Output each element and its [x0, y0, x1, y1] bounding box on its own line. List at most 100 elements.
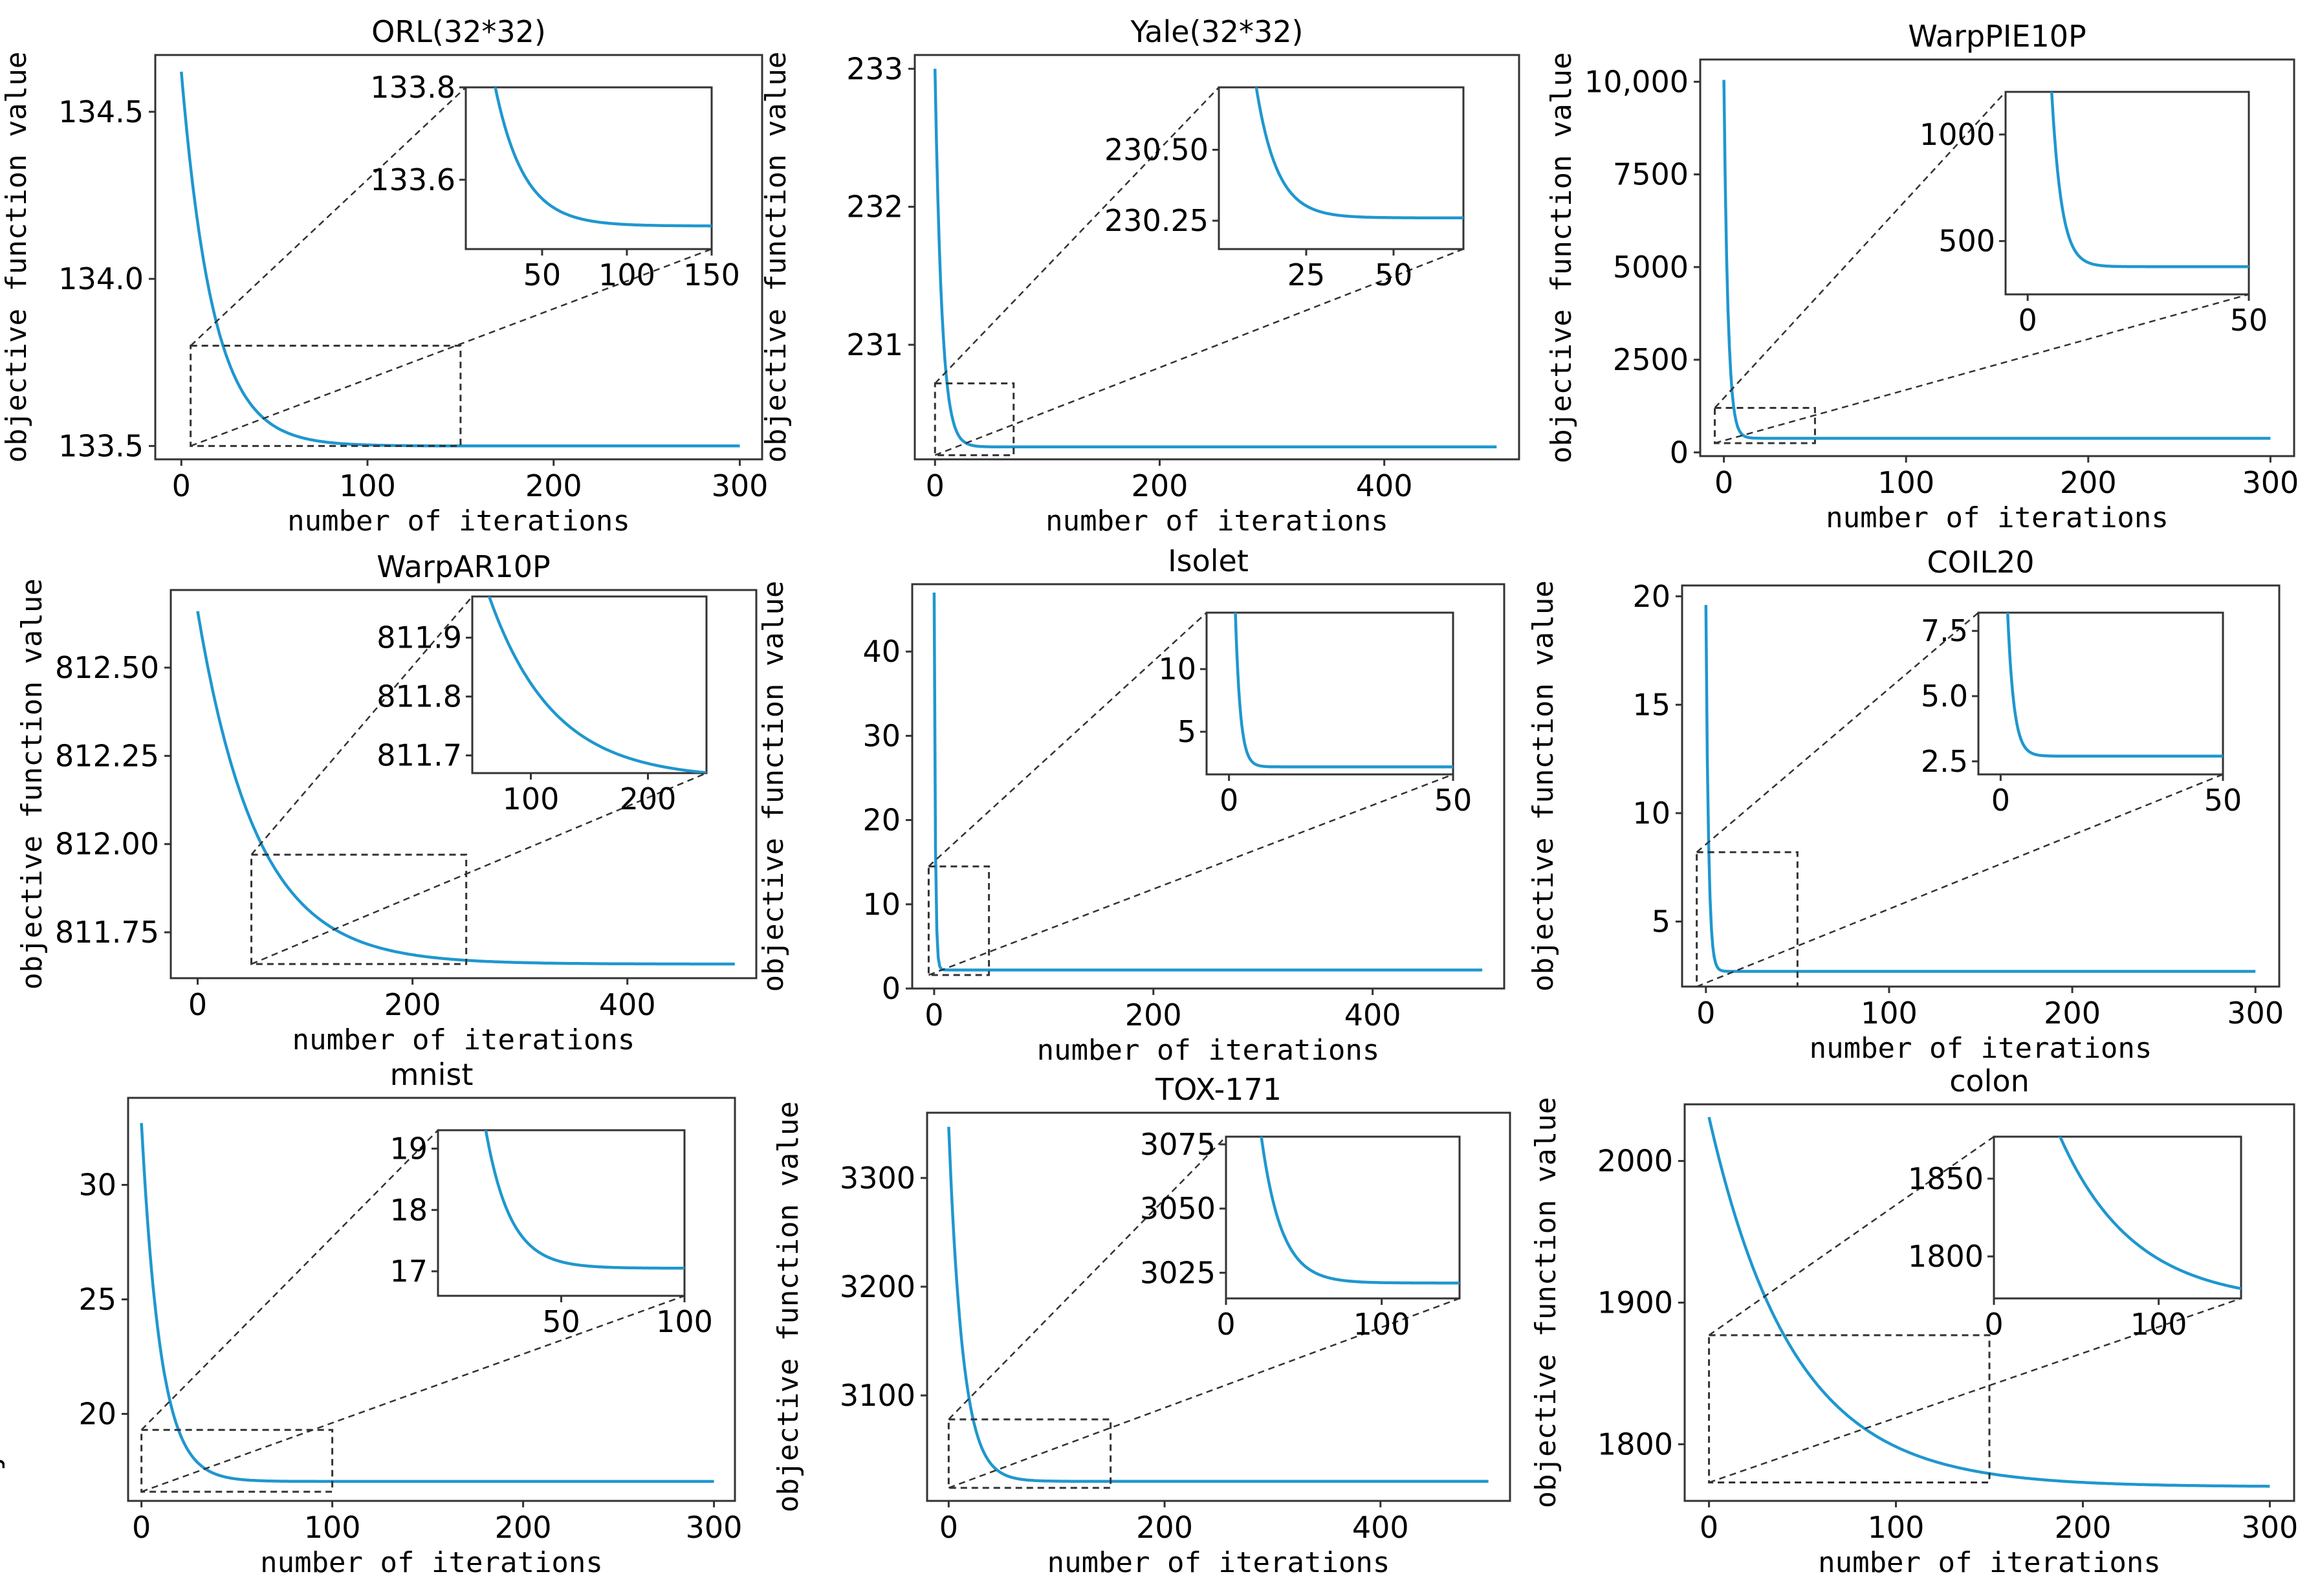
inset-x-tick-label: 50: [523, 257, 562, 292]
x-tick-label: 300: [712, 468, 769, 503]
series-line: [140, 1122, 714, 1483]
inset-y-tick-label: 10: [1158, 651, 1196, 686]
inset-x-tick-label: 0: [2019, 303, 2037, 338]
inset-y-tick-label: 811.9: [377, 620, 462, 655]
y-tick-label: 1800: [1597, 1427, 1673, 1461]
inset-y-tick-label: 2.5: [1921, 744, 1968, 779]
x-tick-label: 200: [1132, 468, 1188, 503]
chart-panel-6: COIL20 0 100 200 300 5 10 15 20 number of iterati…: [1527, 545, 2284, 1065]
inset-y-tick-label: 500: [1938, 224, 1995, 259]
inset-y-tick-label: 3075: [1140, 1127, 1216, 1162]
x-tick-label: 0: [1700, 1510, 1718, 1545]
plot-frame: [926, 1111, 1511, 1502]
zoom-region: [1696, 851, 1799, 988]
x-tick-label: 300: [2227, 996, 2284, 1031]
x-tick-label: 200: [2060, 465, 2117, 500]
y-axis-label: objective function value: [757, 581, 790, 992]
zoom-connector: [190, 248, 712, 447]
inset-series-line: [494, 87, 712, 228]
y-tick-label: 25: [78, 1282, 116, 1317]
y-axis-label: objective function value: [16, 578, 49, 990]
inset-frame: [1218, 86, 1465, 250]
inset-x-tick-label: 50: [2230, 303, 2268, 338]
chart-title: COIL20: [1927, 545, 2034, 580]
x-axis-label: number of iterations: [292, 1023, 635, 1056]
inset-x-tick-label: 100: [2130, 1307, 2187, 1342]
zoom-connector: [934, 87, 1220, 384]
chart-title: WarpAR10P: [377, 549, 551, 584]
inset-y-tick-label: 1850: [1908, 1161, 1984, 1196]
y-tick-label: 20: [1632, 579, 1670, 614]
chart-panel-7: mnist 0 100 200 300 20 25 30 number of iteration…: [0, 1057, 742, 1579]
inset-frame: [1993, 1135, 2242, 1300]
inset-series-line: [1234, 613, 1453, 769]
zoom-connector: [250, 596, 473, 855]
y-tick-label: 134.5: [58, 94, 144, 129]
x-tick-label: 200: [1125, 998, 1182, 1033]
chart-panel-9: colon 0 100 200 300 1800 1900 2000 number of ite…: [1529, 1064, 2298, 1579]
inset-series-line: [2058, 1137, 2241, 1291]
x-axis-label: number of iterations: [1045, 505, 1388, 538]
y-tick-label: 20: [862, 803, 901, 838]
chart-title: Yale(32*32): [1130, 14, 1304, 49]
series-line: [180, 71, 740, 448]
x-tick-label: 100: [1877, 465, 1934, 500]
y-tick-label: 15: [1632, 687, 1670, 722]
zoom-region: [190, 344, 462, 447]
series-line: [947, 1126, 1489, 1483]
x-tick-label: 100: [1868, 1510, 1925, 1545]
inset-y-tick-label: 5: [1177, 714, 1196, 749]
x-tick-label: 300: [2242, 465, 2299, 500]
x-tick-label: 0: [939, 1510, 958, 1545]
x-tick-label: 0: [1714, 465, 1733, 500]
zoom-region: [1708, 1334, 1991, 1484]
y-tick-label: 40: [862, 634, 901, 669]
x-tick-label: 200: [2055, 1510, 2112, 1545]
inset-y-tick-label: 811.7: [377, 738, 462, 773]
x-axis-label: number of iterations: [1818, 1546, 2161, 1579]
plot-frame: [911, 583, 1505, 990]
zoom-connector: [1696, 773, 2224, 988]
inset-frame: [465, 86, 713, 250]
series-line: [932, 592, 1483, 972]
inset-frame: [1225, 1135, 1461, 1300]
inset-frame: [437, 1129, 686, 1297]
x-tick-label: 100: [1861, 996, 1918, 1031]
y-tick-label: 3300: [840, 1161, 915, 1196]
inset-y-tick-label: 3025: [1140, 1255, 1216, 1290]
x-tick-label: 0: [172, 468, 191, 503]
zoom-connector: [928, 773, 1454, 976]
x-tick-label: 100: [304, 1510, 361, 1545]
inset-x-tick-label: 100: [598, 257, 655, 292]
inset-x-tick-label: 0: [1220, 783, 1238, 818]
inset-y-tick-label: 7.5: [1921, 613, 1968, 648]
plot-frame: [170, 589, 758, 979]
inset-x-tick-label: 50: [1434, 783, 1472, 818]
inset-x-tick-label: 0: [1216, 1307, 1235, 1342]
inset-series-line: [1254, 87, 1463, 219]
inset-y-tick-label: 133.8: [370, 70, 455, 105]
inset-y-tick-label: 3050: [1140, 1191, 1216, 1226]
plot-frame: [1699, 58, 2295, 457]
chart-title: mnist: [390, 1057, 474, 1092]
inset-frame: [1977, 611, 2224, 776]
zoom-connector: [1696, 612, 1979, 853]
x-tick-label: 400: [1356, 468, 1413, 503]
y-tick-label: 0: [882, 971, 901, 1006]
y-tick-label: 20: [78, 1396, 116, 1431]
inset-y-tick-label: 19: [389, 1131, 428, 1166]
chart-title: Isolet: [1168, 543, 1249, 578]
inset-frame: [471, 595, 708, 774]
y-tick-label: 7500: [1613, 157, 1689, 192]
y-tick-label: 812.25: [55, 738, 159, 773]
y-tick-label: 5000: [1613, 250, 1689, 285]
inset-y-tick-label: 5.0: [1921, 679, 1968, 714]
inset-x-tick-label: 50: [2204, 783, 2242, 818]
inset-frame: [1205, 611, 1454, 776]
chart-panel-5: Isolet 0 200 400 0 10 20 30 40 number of iteratio…: [757, 543, 1505, 1067]
inset-series-line: [2050, 92, 2249, 268]
x-tick-label: 200: [1136, 1510, 1193, 1545]
x-tick-label: 200: [495, 1510, 552, 1545]
y-tick-label: 812.00: [55, 827, 159, 862]
